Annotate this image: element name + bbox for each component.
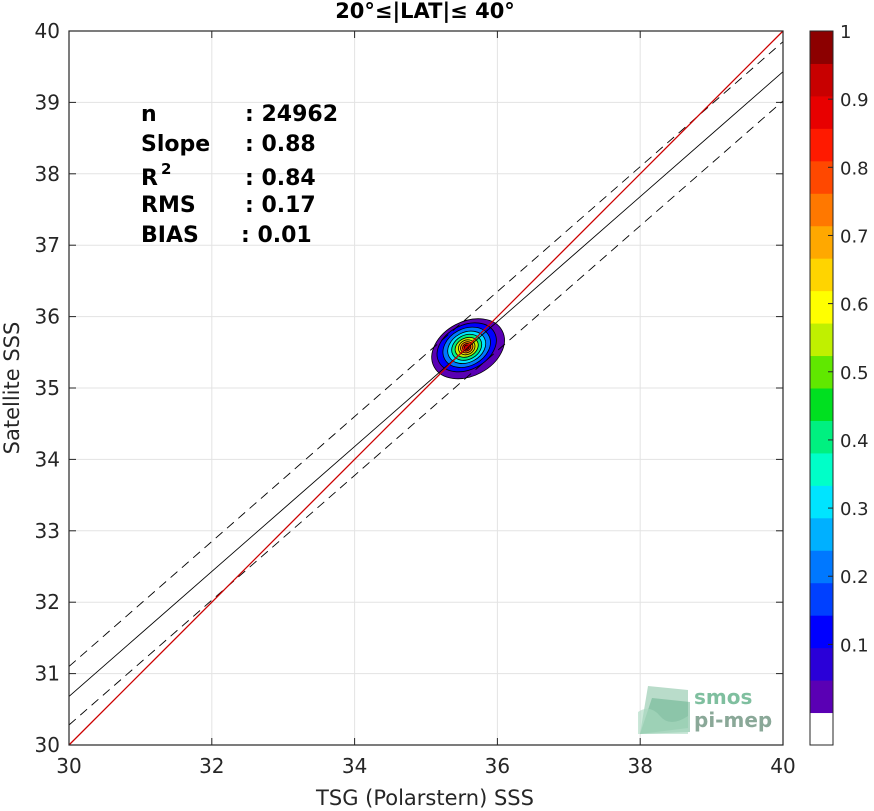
y-tick-label: 31 (35, 662, 60, 686)
stat-value: : 0.01 (241, 223, 312, 248)
colorbar-segment (810, 485, 833, 519)
colorbar-segment (810, 582, 833, 616)
x-tick-label: 30 (56, 754, 81, 778)
colorbar: 0.1 0.2 0.3 0.4 0.5 0.6 0.7 0.8 0.9 1 (809, 22, 869, 746)
colorbar-segment (810, 680, 833, 714)
stat-label: R (141, 166, 158, 191)
stats-panel: n : 24962 Slope : 0.88 R 2 : 0.84 RMS : 0.17 BIAS… (141, 102, 338, 248)
colorbar-segment (810, 615, 833, 649)
y-tick-label: 32 (35, 590, 60, 614)
y-tick-label: 34 (35, 447, 60, 471)
colorbar-tick-label: 0.7 (840, 226, 869, 247)
colorbar-tick-label: 1 (840, 22, 851, 43)
colorbar-segment (810, 355, 833, 389)
colorbar-frame (809, 30, 834, 746)
y-tick-label: 35 (35, 376, 60, 400)
smos-pi-mep-logo: smos pi-mep (638, 685, 772, 734)
colorbar-tick-label: 0.3 (840, 499, 869, 520)
colorbar-segment (810, 290, 833, 324)
stat-label-superscript: 2 (161, 160, 171, 178)
y-tick-label: 40 (35, 19, 60, 43)
y-axis-label: Satellite SSS (0, 322, 24, 455)
colorbar-tick-label: 0.5 (840, 363, 869, 384)
x-tick-label: 38 (627, 754, 652, 778)
colorbar-segment (810, 193, 833, 227)
regression-lines (68, 30, 784, 746)
x-axis-ticks: 30 32 34 36 38 40 (56, 31, 796, 778)
colorbar-segment (810, 517, 833, 551)
colorbar-tick-label: 0.2 (840, 567, 869, 588)
x-tick-label: 40 (770, 754, 795, 778)
y-tick-label: 37 (35, 233, 60, 257)
fit-line (68, 71, 784, 697)
colorbar-tick-label: 0.8 (840, 158, 869, 179)
colorbar-segment (810, 160, 833, 194)
y-tick-label: 38 (35, 162, 60, 186)
stat-value: : 0.17 (245, 193, 316, 218)
identity-line (68, 30, 784, 746)
colorbar-segment (810, 388, 833, 421)
y-tick-label: 39 (35, 90, 60, 114)
x-tick-label: 34 (342, 754, 367, 778)
colorbar-segment (810, 420, 833, 454)
y-tick-label: 36 (35, 305, 60, 329)
colorbar-segment (810, 31, 833, 64)
chart-title: 20°≤|LAT|≤ 40° (335, 0, 515, 24)
logo-line-1: smos (694, 685, 752, 709)
y-tick-label: 30 (35, 733, 60, 757)
colorbar-segment (810, 712, 833, 746)
colorbar-segment (810, 323, 833, 357)
stat-value: : 0.88 (245, 132, 316, 157)
y-axis-ticks: 30 31 32 33 34 35 36 37 38 39 40 (35, 19, 783, 757)
colorbar-segment (810, 550, 833, 584)
logo-line-2: pi-mep (694, 708, 772, 732)
colorbar-tick-label: 0.6 (840, 295, 869, 316)
logo-wave-icon (638, 686, 690, 734)
stat-label: n (141, 102, 157, 127)
colorbar-segment (810, 63, 833, 97)
y-tick-label: 33 (35, 519, 60, 543)
colorbar-tick-label: 0.1 (840, 635, 869, 656)
stat-label: BIAS (141, 223, 199, 248)
fit-lower-bound-line (68, 100, 784, 726)
colorbar-segment (810, 95, 833, 129)
stat-label: Slope (141, 132, 210, 157)
colorbar-segment (810, 452, 833, 486)
fit-upper-bound-line (68, 41, 784, 667)
colorbar-segment (810, 128, 833, 162)
colorbar-tick-label: 0.4 (840, 431, 869, 452)
stat-value: : 0.84 (245, 166, 316, 191)
stat-value: : 24962 (245, 102, 338, 127)
colorbar-segment (810, 647, 833, 681)
stat-label: RMS (141, 193, 196, 218)
x-axis-label: TSG (Polarstern) SSS (315, 786, 534, 810)
colorbar-tick-label: 0.9 (840, 90, 869, 111)
colorbar-segment (810, 225, 833, 259)
x-tick-label: 32 (199, 754, 224, 778)
colorbar-segment (810, 258, 833, 292)
x-tick-label: 36 (485, 754, 510, 778)
